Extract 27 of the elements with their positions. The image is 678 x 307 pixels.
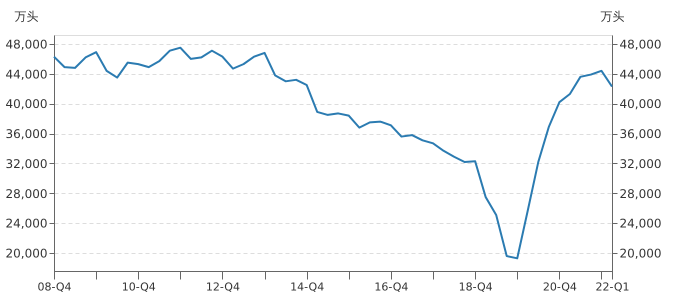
y-tick-label: 44,000 (6, 67, 48, 82)
y2-tick-label: 48,000 (620, 37, 662, 52)
y-tick-label: 24,000 (6, 216, 48, 231)
line-series (53, 46, 613, 260)
y-tick-label: 36,000 (6, 127, 48, 142)
y-tick-label: 28,000 (6, 186, 48, 201)
y-tick-label: 20,000 (6, 246, 48, 261)
y2-axis-title: 万头 (600, 10, 624, 24)
y2-tick-label: 24,000 (620, 216, 662, 231)
y-tick-label: 48,000 (6, 37, 48, 52)
x-tick-label: 10-Q4 (122, 280, 156, 294)
y-axis-title: 万头 (14, 10, 38, 24)
y2-tick-label: 28,000 (620, 186, 662, 201)
y2-tick-label: 32,000 (620, 156, 662, 171)
x-tick-label: 16-Q4 (374, 280, 408, 294)
x-tick-label: 14-Q4 (290, 280, 324, 294)
x-tick-label: 20-Q4 (542, 280, 577, 294)
x-tick-label: 08-Q4 (37, 280, 72, 294)
x-tick-label: 22-Q1 (595, 280, 630, 294)
y2-tick-label: 44,000 (620, 67, 662, 82)
x-tick-label: 18-Q4 (458, 280, 493, 294)
y-tick-label: 40,000 (6, 97, 48, 112)
y2-tick-label: 40,000 (620, 97, 662, 112)
x-tick-label: 12-Q4 (206, 280, 240, 294)
y2-tick-label: 36,000 (620, 127, 662, 142)
y-tick-label: 32,000 (6, 156, 48, 171)
y2-tick-label: 20,000 (620, 246, 662, 261)
